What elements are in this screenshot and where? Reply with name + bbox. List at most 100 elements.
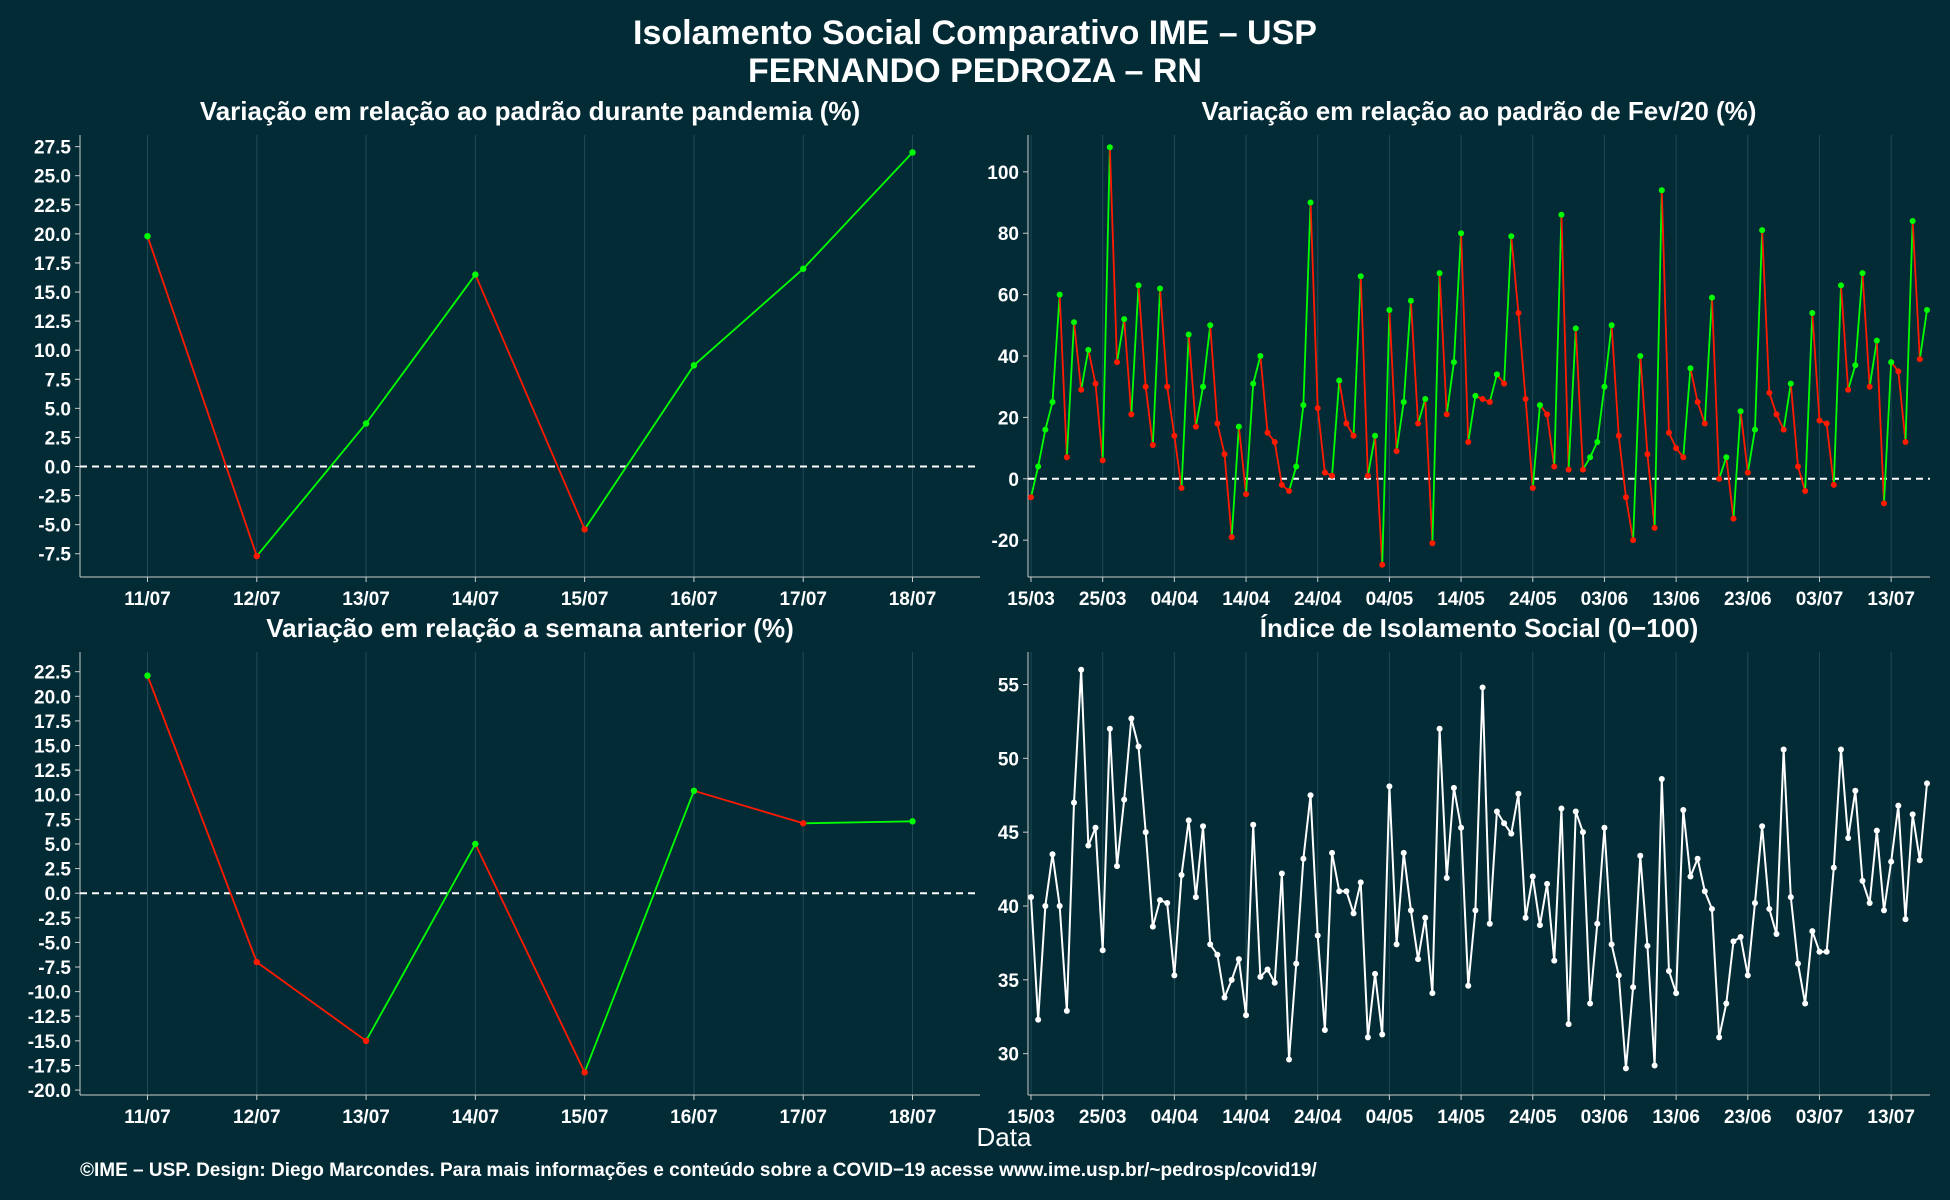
- series-segment: [1044, 401, 1054, 430]
- series-segment: [1739, 411, 1749, 473]
- data-point: [1551, 463, 1558, 470]
- series-segment: [1538, 883, 1549, 926]
- data-point: [1916, 356, 1923, 363]
- data-point: [1314, 932, 1321, 939]
- data-point: [1393, 448, 1400, 455]
- series-segment: [1567, 811, 1577, 1025]
- series-segment: [1639, 355, 1649, 455]
- data-point: [1200, 823, 1207, 830]
- series-segment: [365, 274, 477, 424]
- series-segment: [1065, 802, 1076, 1011]
- data-point: [1178, 484, 1185, 491]
- data-point: [1114, 863, 1121, 870]
- series-segment: [1574, 328, 1584, 470]
- series-segment: [1632, 855, 1642, 988]
- data-point: [1637, 852, 1644, 859]
- series-segment: [1732, 411, 1742, 519]
- series-segment: [1625, 497, 1634, 541]
- x-tick-label: 03/06: [1581, 1107, 1629, 1128]
- series-segment: [1094, 827, 1104, 951]
- y-tick-label: 60: [998, 286, 1019, 307]
- data-point: [1049, 399, 1056, 406]
- series-segment: [1918, 783, 1928, 861]
- x-tick-label: 04/04: [1151, 589, 1199, 610]
- data-point: [1185, 817, 1192, 824]
- data-point: [1859, 877, 1866, 884]
- data-point: [1321, 1027, 1328, 1034]
- data-point: [1594, 920, 1601, 927]
- series-segment: [1151, 899, 1161, 927]
- series-segment: [1417, 398, 1427, 424]
- data-point: [1300, 402, 1307, 409]
- data-point: [1357, 273, 1364, 280]
- series-segment: [1488, 811, 1498, 924]
- data-point: [1551, 957, 1558, 964]
- x-tick-label: 15/07: [561, 1107, 609, 1128]
- series-segment: [1151, 288, 1161, 446]
- series-segment: [1230, 426, 1240, 538]
- data-point: [1773, 931, 1780, 938]
- data-point: [1673, 990, 1680, 997]
- series-segment: [1524, 876, 1534, 918]
- data-point: [1164, 900, 1171, 907]
- series-segment: [1388, 786, 1398, 945]
- x-tick-label: 11/07: [124, 1107, 171, 1128]
- y-tick-label: 15.0: [34, 737, 71, 758]
- data-point: [1845, 386, 1852, 393]
- series-segment: [1101, 728, 1111, 951]
- series-segment: [1646, 454, 1656, 528]
- series-segment: [1331, 380, 1341, 476]
- data-point: [1400, 849, 1407, 856]
- data-point: [1687, 873, 1694, 880]
- data-point: [1501, 820, 1508, 827]
- series-segment: [1137, 285, 1147, 387]
- series-segment: [1510, 236, 1520, 314]
- x-tick-label: 15/07: [561, 589, 609, 610]
- y-tick-label: 2.5: [45, 428, 72, 449]
- data-point: [581, 1069, 588, 1076]
- data-point: [1192, 894, 1199, 901]
- series-segment: [1094, 383, 1104, 461]
- data-point: [1658, 775, 1665, 782]
- data-point: [1515, 310, 1522, 317]
- data-point: [1601, 383, 1608, 390]
- series-segment: [1252, 824, 1262, 977]
- data-point: [1121, 316, 1128, 323]
- y-tick-label: 5.0: [45, 399, 71, 420]
- data-point: [1873, 337, 1880, 344]
- series-segment: [1374, 973, 1384, 1035]
- y-tick-label: 50: [998, 749, 1019, 770]
- series-segment: [1309, 202, 1319, 409]
- series-segment: [1409, 910, 1420, 960]
- series-segment: [1804, 312, 1814, 492]
- series-segment: [693, 789, 804, 825]
- series-segment: [1646, 945, 1656, 1066]
- data-point: [1924, 780, 1930, 787]
- series-segment: [1610, 944, 1620, 976]
- y-tick-label: 7.5: [45, 810, 72, 831]
- data-point: [1794, 463, 1801, 470]
- data-point: [1278, 870, 1285, 877]
- series-segment: [1603, 827, 1613, 945]
- series-segment: [1574, 811, 1584, 833]
- data-point: [1787, 894, 1794, 901]
- series-segment: [1890, 805, 1900, 862]
- y-tick-label: 20: [998, 408, 1019, 429]
- data-point: [1329, 472, 1336, 479]
- series-segment: [1782, 383, 1792, 430]
- series-segment: [1159, 288, 1169, 387]
- x-tick-label: 15/03: [1007, 1107, 1055, 1128]
- data-point: [1178, 871, 1185, 878]
- data-point: [1465, 438, 1472, 445]
- data-point: [1379, 1031, 1386, 1038]
- data-point: [1164, 383, 1171, 390]
- series-segment: [583, 364, 695, 530]
- series-segment: [1632, 355, 1642, 541]
- y-tick-label: 20.0: [34, 687, 71, 708]
- y-tick-label: 15.0: [34, 283, 71, 304]
- data-point: [1372, 432, 1379, 439]
- data-point: [1873, 827, 1880, 834]
- data-point: [1063, 1007, 1070, 1014]
- x-tick-label: 24/05: [1509, 589, 1557, 610]
- series-segment: [1438, 273, 1448, 415]
